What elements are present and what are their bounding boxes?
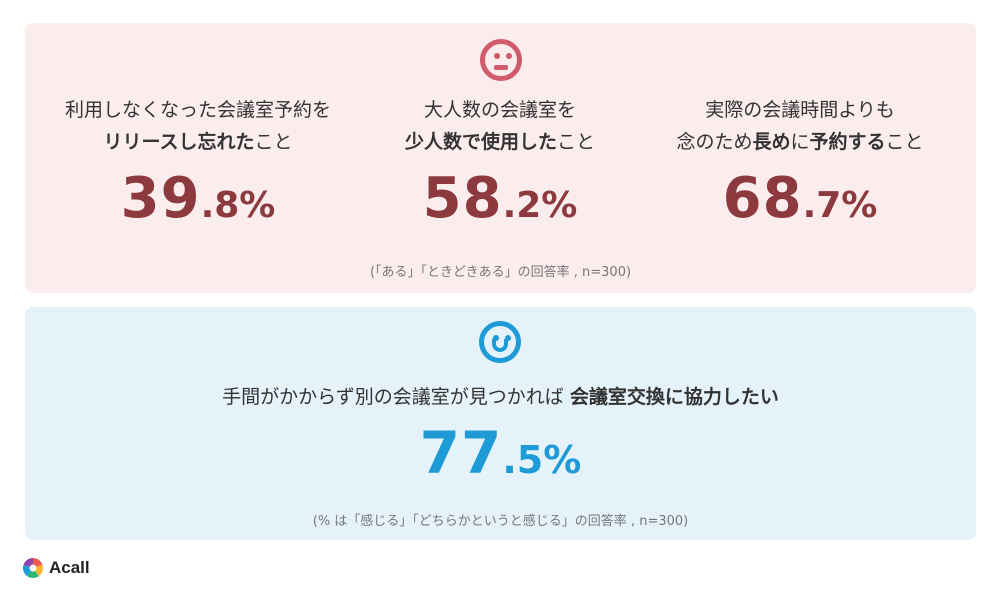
- bottom-value-int: 77: [419, 419, 503, 487]
- item2-line2: 少人数で使用したこと: [350, 126, 650, 158]
- item3-line2: 念のため長めに予約すること: [650, 126, 950, 158]
- item2-line2-segment: 少人数で使用した: [404, 131, 557, 153]
- item3-value-dec: .7%: [802, 185, 878, 226]
- item1-line2-segment: こと: [254, 131, 293, 153]
- acall-logo: Acall: [22, 556, 90, 580]
- item1-line2: リリースし忘れたこと: [48, 126, 348, 158]
- item1-line1-segment: 利用しなくなった会議室予約を: [64, 99, 331, 121]
- item3-line2-segment: 予約する: [809, 131, 886, 153]
- item3-line1: 実際の会議時間よりも: [650, 94, 950, 126]
- item3-value: 68.7%: [650, 166, 950, 231]
- item3-line2-segment: こと: [885, 131, 924, 153]
- logo-mark-icon: [22, 557, 44, 579]
- item1-value: 39.8%: [48, 166, 348, 231]
- item1-value-int: 39: [120, 166, 201, 231]
- logo-center: [29, 564, 37, 572]
- item3-line2-segment: 念のため: [676, 131, 753, 153]
- bottom-question-normal: 手間がかからず別の会議室が見つかれば: [222, 386, 570, 408]
- item3-value-int: 68: [722, 166, 803, 231]
- bottom-note: (% は「感じる」「どちらかというと感じる」の回答率 , n=300): [312, 514, 689, 529]
- item2-line2-segment: こと: [557, 131, 596, 153]
- bottom-value: 77.5%: [25, 419, 976, 487]
- item3-line2-segment: 長め: [752, 131, 791, 153]
- item2-value-int: 58: [422, 166, 503, 231]
- item2-value: 58.2%: [350, 166, 650, 231]
- item2-line1: 大人数の会議室を: [350, 94, 650, 126]
- logo-petal: [27, 568, 39, 578]
- item1-line1: 利用しなくなった会議室予約を: [48, 94, 348, 126]
- item1-line2-segment: リリースし忘れた: [103, 131, 255, 153]
- bottom-question: 手間がかからず別の会議室が見つかれば 会議室交換に協力したい: [25, 382, 976, 409]
- top-note: (「ある」「ときどきある」の回答率 , n=300): [369, 265, 632, 280]
- item2-line1-segment: 大人数の会議室を: [423, 99, 576, 121]
- bottom-question-bold: 会議室交換に協力したい: [569, 386, 779, 408]
- logo-text: Acall: [49, 558, 90, 577]
- bottom-value-dec: .5%: [502, 438, 582, 482]
- item2-value-dec: .2%: [502, 185, 578, 226]
- item1-value-dec: .8%: [200, 185, 276, 226]
- item3-line2-segment: に: [790, 131, 810, 153]
- smiley-face-icon: [479, 321, 521, 363]
- item3-line1-segment: 実際の会議時間よりも: [705, 99, 895, 121]
- neutral-face-icon: [480, 39, 522, 81]
